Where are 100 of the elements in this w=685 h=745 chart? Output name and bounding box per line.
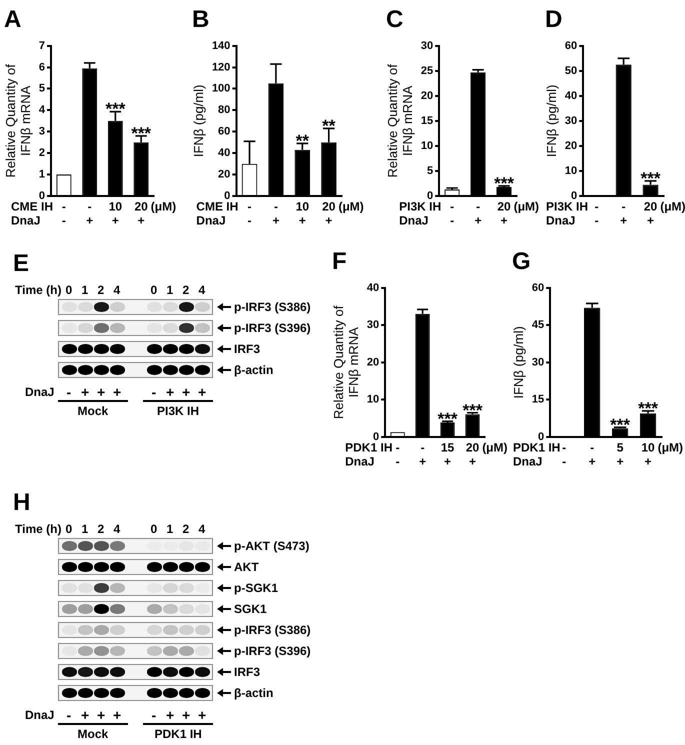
y-tick-label: 60 [532,282,544,294]
y-tick-label: 5 [427,165,434,177]
annotation: *** [638,398,658,418]
y-axis-title: IFNβ (pg/ml) [191,84,206,158]
category-label: AKT [234,560,259,574]
text: + [166,707,174,723]
text: DnaJ [25,708,54,722]
chart-title: C [386,6,404,34]
y-tick-label: 40 [366,282,380,294]
category-label: p-IRF3 (S396) [234,321,311,335]
text: + [113,384,122,400]
x-tick-label: - + [86,199,94,228]
x-tick-label: 20 + [644,199,658,228]
y-tick-label: 4 [38,104,46,116]
y-tick-label: 20 [218,168,230,181]
y-tick-label: 25 [420,64,434,77]
text: - [66,707,72,723]
x-tick-label: 20 + [134,199,148,228]
chart-title: G [512,248,531,276]
category-label: p-IRF3 (S386) [234,623,311,637]
text: - [66,384,72,400]
category-label: IRF3 [234,342,260,356]
category-label: 2 [182,283,190,297]
text: - [152,707,156,723]
text: + [182,707,190,723]
text: (μM) [660,199,685,214]
y-tick-label: 30 [564,114,578,127]
text: (μM) [514,199,540,214]
category-label: 4 [114,283,120,297]
x-tick-label: 15 + [440,440,455,468]
category-label: 2 [98,522,104,536]
text: (μM) [150,199,176,214]
text: PI3K IH [157,404,200,418]
text: + [113,707,122,723]
text: Mock [78,404,108,418]
y-tick-label: 80 [218,104,230,116]
category-label: 1 [166,522,174,536]
category-label: β-actin [234,363,274,377]
x-tick-label: - - [396,440,400,468]
x-tick-label: - + [474,199,482,228]
x-tick-label: - + [588,440,596,468]
x-tick-label: 10 + [641,440,656,468]
x-tick-label: 20 + [466,440,480,468]
y-tick-label: 20 [420,90,434,102]
text: + [97,384,106,400]
y-tick-label: 30 [420,40,434,52]
x-tick-label: 20 + [497,199,512,228]
text: + [97,707,106,723]
text: (μM) [482,440,508,454]
y-tick-label: 50 [564,64,578,77]
y-axis-title: Relative Quantity of IFNβ mRNA [3,64,34,178]
text: + [198,384,206,400]
annotation: ** [322,116,336,136]
x-tick-label: 5 + [616,440,624,468]
category-label: 0 [66,522,72,536]
text: Mock [78,727,108,741]
y-tick-label: 7 [38,40,46,52]
annotation: *** [438,409,458,428]
y-tick-label: 40 [218,147,230,160]
x-tick-label: 10 + [296,199,310,228]
category-label: 4 [198,522,206,536]
category-label: 1 [82,522,88,536]
x-tick-label: 20 + [322,199,336,228]
category-label: 4 [114,522,120,536]
text: - [152,384,156,400]
annotation: *** [105,100,126,119]
y-axis-title: Relative Quantity of IFNβ mRNA [331,305,362,420]
x-tick-label: - - [62,199,66,228]
category-label: 0 [150,522,158,536]
chart-title: F [332,248,347,276]
y-tick-label: 3 [38,126,46,138]
category-label: 1 [82,283,88,297]
x-tick-label: - - [248,199,252,228]
annotation: *** [640,168,661,188]
x-tick-label: - - [562,440,566,468]
y-tick-label: 5 [38,82,46,95]
y-axis-title: IFNβ (pg/ml) [511,326,526,399]
y-tick-label: 45 [532,319,544,332]
category-label: p-IRF3 (S386) [234,300,311,314]
y-tick-label: 2 [38,147,46,160]
category-label: 2 [182,522,190,536]
text: + [81,384,90,400]
text: DnaJ [25,385,54,399]
y-tick-label: 60 [564,40,578,52]
y-tick-label: 1 [38,168,46,181]
text: (μM) [338,199,364,214]
y-tick-label: 20 [564,140,578,152]
y-tick-label: 10 [564,165,578,177]
y-tick-label: 120 [212,61,230,74]
text: (μM) [658,440,684,454]
category-label: SGK1 [234,602,267,616]
annotation: *** [462,400,483,420]
y-tick-label: 15 [420,114,434,127]
y-axis-title: IFNβ (pg/ml) [544,84,560,158]
x-tick-label: - + [272,199,280,228]
annotation: *** [131,124,152,143]
text: + [81,707,90,723]
y-tick-label: 10 [420,140,434,152]
text: Time (h) [15,283,62,297]
text: + [182,384,190,400]
